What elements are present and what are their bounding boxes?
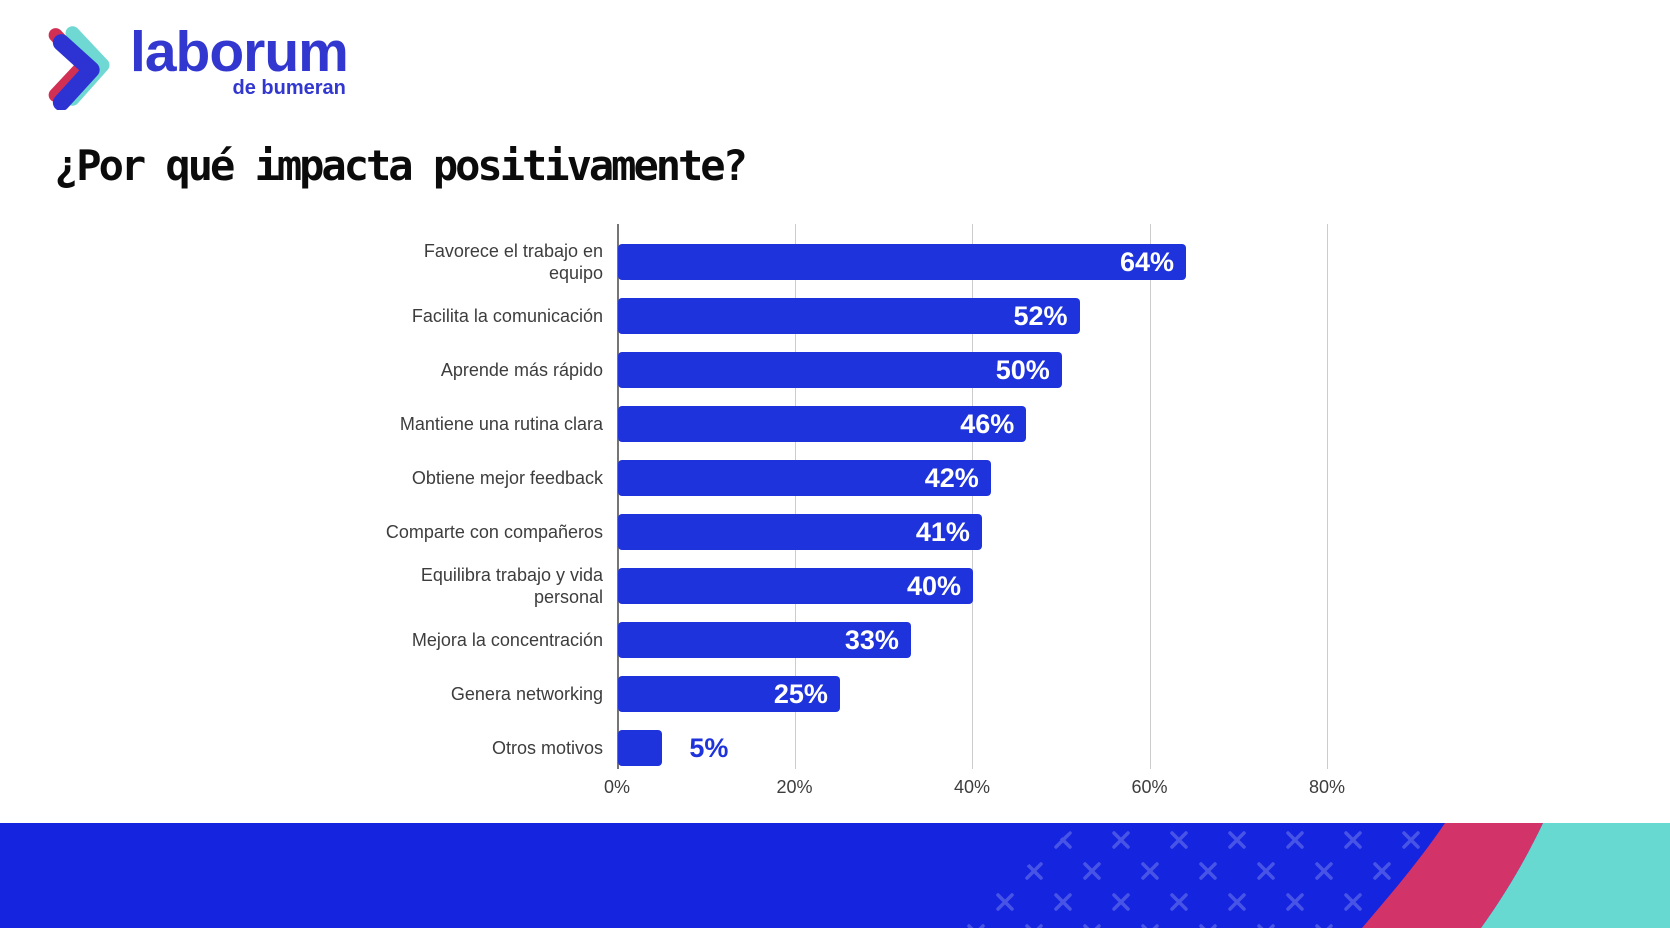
- y-axis-line: [617, 224, 619, 769]
- bar-track: 5%: [617, 730, 1398, 766]
- chart-row: Aprende más rápido 50%: [330, 343, 1400, 397]
- footer-band: [0, 823, 1670, 928]
- bar-value-label: 64%: [1119, 247, 1174, 277]
- bar-track: 42%: [617, 460, 1398, 496]
- bar-value-label: 42%: [924, 463, 979, 493]
- bar-value-label: 50%: [995, 355, 1050, 385]
- bar-track: 64%: [617, 244, 1398, 280]
- footer-teal-corner: [1481, 823, 1670, 928]
- bar: [618, 676, 840, 712]
- gridline: [1327, 224, 1328, 769]
- category-label: Obtiene mejor feedback: [411, 467, 603, 488]
- chart-rows: Favorece el trabajo en equipo 64% Facili…: [330, 224, 1400, 775]
- category-label: Equilibra trabajo y vida personal: [420, 564, 603, 608]
- chart-row: Mantiene una rutina clara 46%: [330, 397, 1400, 451]
- bar-track: 50%: [617, 352, 1398, 388]
- category-label: Mejora la concentración: [411, 629, 603, 650]
- logo-tagline: de bumeran: [232, 77, 346, 99]
- logo-name: laborum: [130, 20, 349, 84]
- chart-row: Obtiene mejor feedback 42%: [330, 451, 1400, 505]
- chart-row: Equilibra trabajo y vida personal 40%: [330, 559, 1400, 613]
- chart-row: Otros motivos 5%: [330, 721, 1400, 775]
- x-tick-label: 80%: [1308, 777, 1346, 797]
- bar: [618, 730, 663, 766]
- bar-value-label: 33%: [844, 625, 899, 655]
- chart-row: Facilita la comunicación 52%: [330, 289, 1400, 343]
- laborum-logo: laborum de bumeran: [40, 20, 349, 110]
- category-label: Mantiene una rutina clara: [399, 413, 603, 434]
- gridline: [972, 224, 973, 769]
- bar: [618, 514, 982, 550]
- gridline: [794, 224, 796, 769]
- laborum-chevron-icon: [48, 26, 110, 110]
- bar: [618, 568, 973, 604]
- bar-track: 46%: [617, 406, 1398, 442]
- bar-value-label: 52%: [1013, 301, 1068, 331]
- chart-row: Favorece el trabajo en equipo 64%: [330, 235, 1400, 289]
- bar-value-label: 46%: [960, 409, 1015, 439]
- x-tick-label: 20%: [776, 777, 813, 797]
- bar: [618, 298, 1080, 334]
- bar: [618, 622, 911, 658]
- page-title: ¿Por qué impacta positivamente?: [54, 141, 748, 190]
- category-label: Facilita la comunicación: [411, 305, 603, 326]
- bar: [618, 460, 991, 496]
- category-label: Otros motivos: [491, 737, 603, 758]
- category-label: Comparte con compañeros: [385, 521, 603, 542]
- bar-track: 33%: [617, 622, 1398, 658]
- bar-track: 52%: [617, 298, 1398, 334]
- logo-wordmark: laborum de bumeran: [130, 20, 349, 100]
- bar-value-label: 41%: [915, 517, 970, 547]
- chart-row: Mejora la concentración 33%: [330, 613, 1400, 667]
- gridline: [1149, 224, 1151, 769]
- category-label: Favorece el trabajo en equipo: [423, 240, 603, 284]
- plot-grid: 0% 20% 40% 60% 80%: [604, 224, 1398, 797]
- footer-decoration: [0, 823, 1670, 928]
- bar-track: 40%: [617, 568, 1398, 604]
- bar: [618, 244, 1186, 280]
- bar: [618, 406, 1027, 442]
- x-tick-label: 60%: [1131, 777, 1168, 797]
- bar: [618, 352, 1062, 388]
- bar-chart: 0% 20% 40% 60% 80% Favorece el trabajo en eq…: [330, 224, 1400, 797]
- bar-value-label: 40%: [906, 571, 961, 601]
- chart-row: Comparte con compañeros 41%: [330, 505, 1400, 559]
- bar-track: 25%: [617, 676, 1398, 712]
- x-tick-label: 40%: [953, 777, 991, 797]
- bar-track: 41%: [617, 514, 1398, 550]
- bar-value-label: 25%: [773, 679, 828, 709]
- footer-pink-stripe: [1362, 823, 1543, 928]
- chart-row: Genera networking 25%: [330, 667, 1400, 721]
- x-tick-label: 0%: [603, 777, 631, 797]
- category-label: Aprende más rápido: [440, 359, 603, 380]
- category-label: Genera networking: [450, 683, 603, 704]
- bar-value-label: 5%: [689, 733, 729, 763]
